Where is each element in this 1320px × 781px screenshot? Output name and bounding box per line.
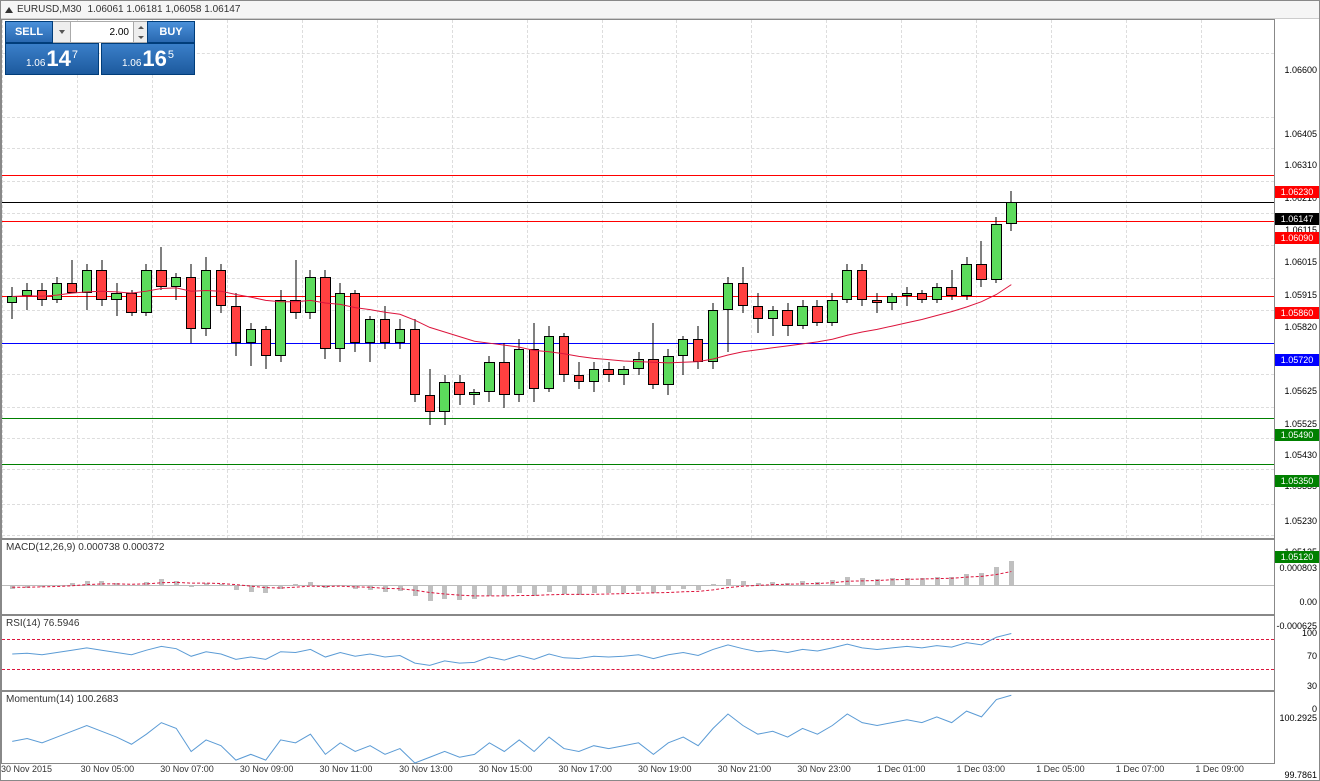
momentum-panel[interactable]: Momentum(14) 100.2683 — [1, 691, 1275, 764]
buy-button[interactable]: BUY — [147, 21, 195, 43]
sell-button[interactable]: SELL — [5, 21, 53, 43]
macd-panel[interactable]: MACD(12,26,9) 0.000738 0.000372 — [1, 539, 1275, 615]
chart-header: EURUSD,M30 1.06061 1.06181 1,06058 1.061… — [1, 1, 1319, 19]
ohlc-label: 1.06061 1.06181 1,06058 1.06147 — [87, 4, 240, 15]
rsi-panel[interactable]: RSI(14) 76.5946 — [1, 615, 1275, 691]
symbol-label: EURUSD,M30 — [17, 4, 81, 15]
momentum-label: Momentum(14) 100.2683 — [6, 694, 118, 705]
price-chart-panel[interactable] — [1, 19, 1275, 539]
lot-size-input[interactable]: 2.00 — [53, 21, 147, 43]
x-axis: 30 Nov 201530 Nov 05:0030 Nov 07:0030 No… — [1, 764, 1275, 780]
lot-value: 2.00 — [71, 22, 133, 42]
sell-price[interactable]: 1.06 14 7 — [5, 43, 99, 75]
lot-dropdown-icon[interactable] — [53, 22, 71, 42]
y-axis: 1.066001.064051.063101.062101.061151.060… — [1273, 19, 1319, 764]
chart-container: EURUSD,M30 1.06061 1.06181 1,06058 1.061… — [0, 0, 1320, 781]
one-click-trade: SELL 2.00 BUY 1.06 14 7 1.06 16 5 — [5, 21, 195, 75]
lot-spinner[interactable] — [133, 22, 147, 42]
buy-price[interactable]: 1.06 16 5 — [101, 43, 195, 75]
expand-icon[interactable] — [5, 7, 13, 13]
rsi-label: RSI(14) 76.5946 — [6, 618, 79, 629]
macd-label: MACD(12,26,9) 0.000738 0.000372 — [6, 542, 164, 553]
